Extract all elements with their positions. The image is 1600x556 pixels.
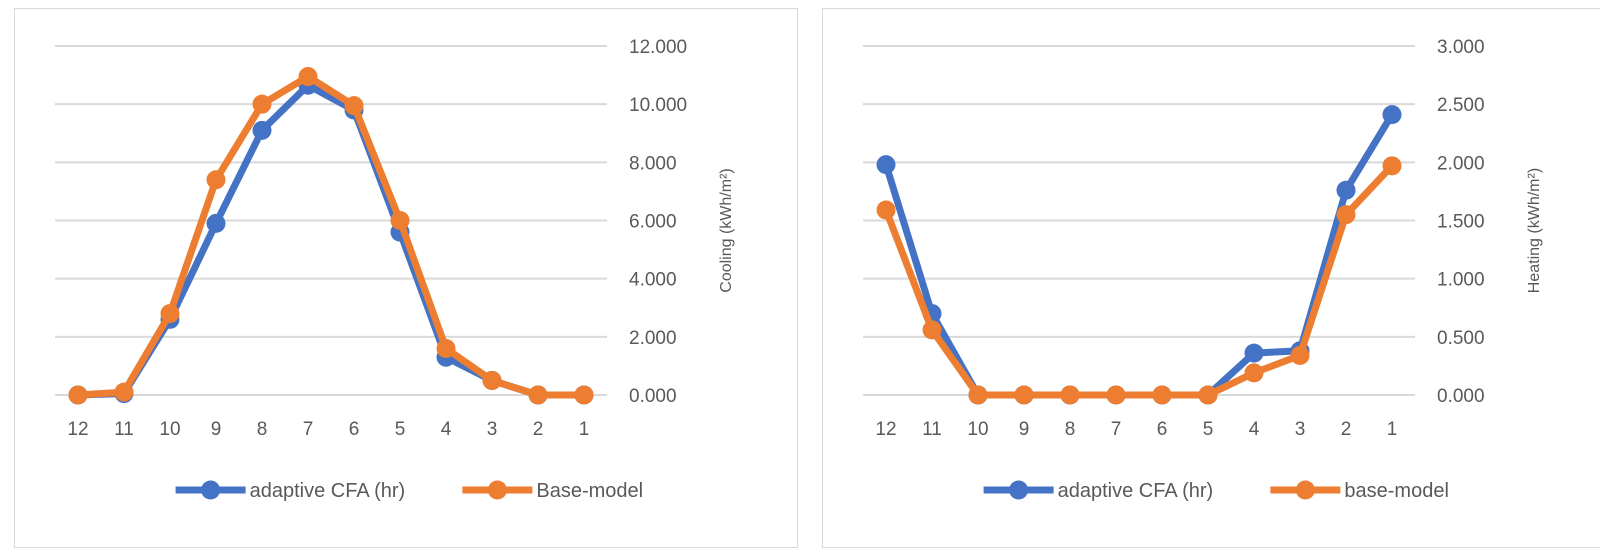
- legend-item-1: adaptive CFA (hr): [983, 480, 1214, 502]
- y-tick-label: 0.000: [1437, 386, 1485, 407]
- x-tick-label: 6: [1157, 419, 1168, 440]
- x-tick-label: 9: [211, 419, 222, 440]
- data-point: [1106, 385, 1126, 405]
- data-point: [482, 370, 502, 390]
- data-point: [390, 211, 410, 230]
- y-tick-label: 12.000: [629, 37, 687, 58]
- y-tick-label: 0.500: [1437, 328, 1485, 349]
- x-tick-label: 10: [159, 419, 180, 440]
- x-tick-label: 7: [303, 419, 314, 440]
- y-tick-label: 0.000: [629, 386, 677, 407]
- x-tick-label: 4: [1249, 419, 1260, 440]
- y-tick-label: 4.000: [629, 270, 677, 291]
- x-tick-label: 3: [487, 419, 498, 440]
- legend-label: adaptive CFA (hr): [1058, 480, 1214, 502]
- legend-marker: [1009, 480, 1029, 500]
- data-point: [574, 385, 594, 405]
- x-tick-label: 5: [395, 419, 406, 440]
- data-point: [206, 170, 226, 190]
- data-point: [160, 304, 180, 324]
- data-point: [436, 338, 456, 358]
- data-point: [114, 382, 134, 402]
- x-tick-label: 10: [967, 419, 988, 440]
- x-tick-label: 1: [1387, 419, 1398, 440]
- legend-item-2: base-model: [1270, 480, 1449, 502]
- x-tick-label: 12: [875, 419, 896, 440]
- data-point: [922, 320, 942, 340]
- y-tick-label: 2.500: [1437, 95, 1485, 116]
- data-point: [1244, 363, 1264, 383]
- series-line-1: [74, 81, 588, 399]
- series-line-2: [882, 162, 1396, 399]
- x-tick-label: 8: [1065, 419, 1076, 440]
- data-point: [206, 213, 226, 233]
- x-tick-label: 1: [579, 419, 590, 440]
- legend-marker: [1295, 480, 1315, 500]
- data-point: [1244, 343, 1264, 363]
- x-tick-label: 3: [1295, 419, 1306, 440]
- y-tick-label: 1.000: [1437, 270, 1485, 291]
- data-point: [876, 200, 896, 220]
- y-tick-label: 3.000: [1437, 37, 1485, 58]
- data-point: [968, 385, 988, 405]
- legend-label: adaptive CFA (hr): [250, 480, 406, 502]
- data-point: [1060, 385, 1080, 405]
- x-tick-label: 9: [1019, 419, 1030, 440]
- data-point: [252, 120, 272, 140]
- data-point: [1198, 385, 1218, 405]
- data-point: [344, 96, 364, 116]
- data-point: [1152, 385, 1172, 405]
- legend-marker: [201, 480, 221, 500]
- data-point: [1290, 345, 1310, 365]
- x-tick-label: 8: [257, 419, 268, 440]
- x-tick-label: 11: [922, 419, 942, 440]
- x-tick-label: 11: [114, 419, 134, 440]
- data-point: [1382, 156, 1402, 176]
- y-tick-label: 2.000: [629, 328, 677, 349]
- y-tick-label: 10.000: [629, 95, 687, 116]
- data-point: [252, 94, 272, 114]
- x-tick-label: 2: [533, 419, 544, 440]
- data-point: [68, 385, 88, 405]
- heating-chart-panel: 0.000 0.500 1.000 1.500 2.000 2.500 3.000 12 11 1…: [822, 8, 1600, 548]
- y-axis-title: Cooling (kWh/m²): [718, 168, 735, 292]
- data-point: [1336, 180, 1356, 200]
- x-tick-label: 7: [1111, 419, 1122, 440]
- data-point: [1336, 205, 1356, 225]
- series-line-1: [882, 111, 1396, 399]
- cooling-chart-panel: 0.000 2.000 4.000 6.000 8.000 10.000 12.000 12 1…: [14, 8, 798, 548]
- legend-item-1: adaptive CFA (hr): [175, 480, 406, 502]
- y-tick-label: 6.000: [629, 212, 677, 233]
- y-axis-title: Heating (kWh/m²): [1526, 168, 1543, 293]
- x-tick-label: 6: [349, 419, 360, 440]
- y-tick-label: 1.500: [1437, 212, 1485, 233]
- y-tick-label: 2.000: [1437, 153, 1485, 174]
- x-tick-label: 4: [441, 419, 452, 440]
- legend-label: base-model: [1344, 480, 1449, 502]
- x-tick-label: 2: [1341, 419, 1352, 440]
- data-point: [1014, 385, 1034, 405]
- x-tick-label: 12: [67, 419, 88, 440]
- series-line-2: [74, 73, 588, 399]
- legend-item-2: Base-model: [462, 480, 643, 502]
- x-tick-label: 5: [1203, 419, 1214, 440]
- data-point: [1382, 105, 1402, 125]
- y-tick-label: 8.000: [629, 153, 677, 174]
- legend-label: Base-model: [536, 480, 643, 502]
- data-point: [528, 385, 548, 405]
- data-point: [876, 155, 896, 175]
- legend-marker: [487, 480, 507, 500]
- data-point: [298, 67, 318, 87]
